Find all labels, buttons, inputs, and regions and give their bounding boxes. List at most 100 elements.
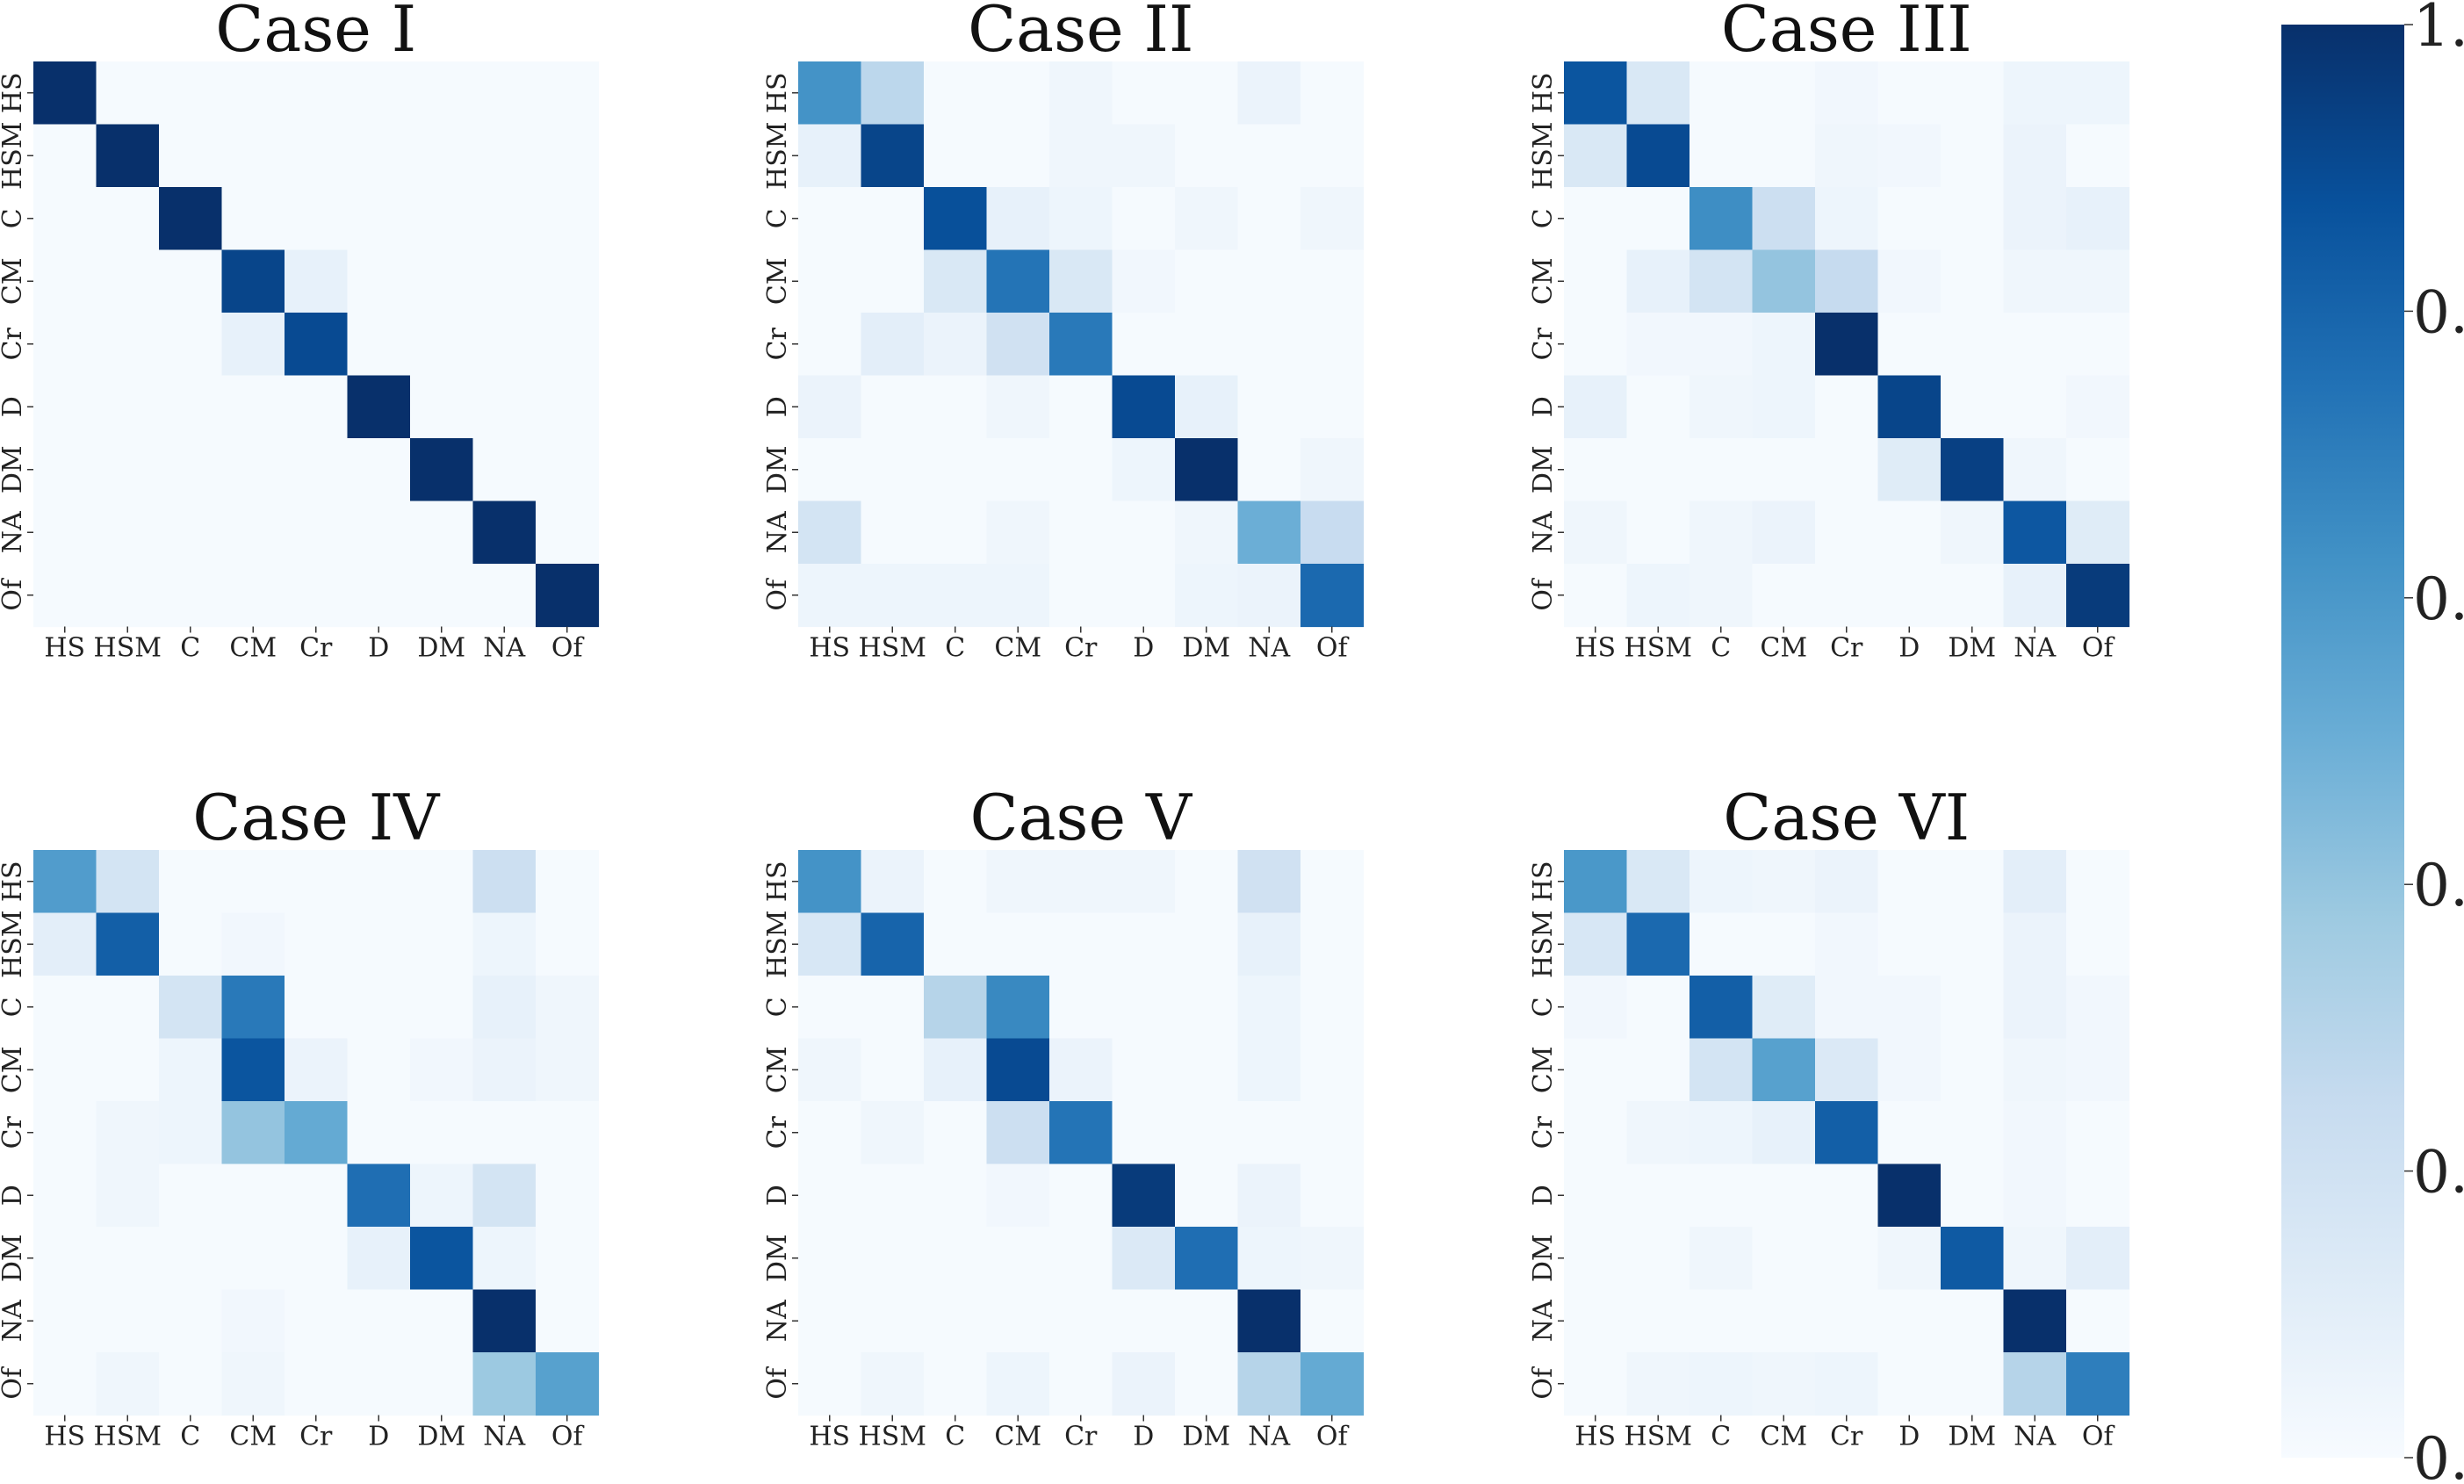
heatmap-cell (96, 501, 160, 565)
heatmap-cell (1689, 61, 1754, 126)
heatmap-cell (798, 912, 862, 976)
heatmap-cell (1175, 61, 1239, 126)
heatmap-cell (1564, 912, 1628, 976)
heatmap-cell (347, 187, 411, 251)
heatmap-cell (1237, 313, 1301, 377)
heatmap-cell (159, 61, 223, 126)
heatmap-cell (285, 1227, 349, 1291)
heatmap-cell (472, 124, 537, 188)
heatmap-cell (1689, 438, 1754, 502)
heatmap-cell (410, 1163, 474, 1228)
colorbar-tick-label: 0.4 (2413, 852, 2464, 919)
heatmap-cell (159, 564, 223, 628)
x-tick-label: CM (1760, 633, 1807, 664)
heatmap-cell (96, 564, 160, 628)
heatmap-cell (221, 375, 285, 439)
heatmap-cell (986, 1163, 1050, 1228)
y-tick-label: CM (0, 1046, 28, 1093)
x-tick-label: D (1898, 1422, 1920, 1452)
heatmap-cell (1877, 438, 1942, 502)
heatmap-cell (347, 564, 411, 628)
x-tick-label: Cr (299, 1422, 333, 1452)
heatmap-cell (1877, 1163, 1942, 1228)
heatmap-cell (472, 1101, 537, 1165)
y-tick-label: C (762, 208, 793, 228)
heatmap-cell (1564, 1289, 1628, 1353)
heatmap-cell (221, 976, 285, 1040)
heatmap-cell (1112, 1163, 1176, 1228)
heatmap-cell (1689, 850, 1754, 914)
heatmap-cell (924, 976, 988, 1040)
heatmap-cell (2066, 1163, 2130, 1228)
heatmap-panel: Case III HS HS HSM HSM C C CM CM Cr Cr D D DM DM NA NA Of… (1528, 0, 2130, 664)
heatmap-cell (410, 976, 474, 1040)
heatmap-cell (472, 976, 537, 1040)
heatmap-cell (159, 850, 223, 914)
heatmap-cell (221, 850, 285, 914)
colorbar-tick-label: 1.0 (2413, 0, 2464, 60)
heatmap-cell (2066, 1038, 2130, 1102)
heatmap-cell (1815, 501, 1879, 565)
x-tick-label: Of (551, 633, 585, 664)
heatmap-panel: Case II HS HS HSM HSM C C CM CM Cr Cr D D DM DM NA NA Of O… (762, 0, 1365, 664)
heatmap-cell (924, 375, 988, 439)
y-tick-label: Cr (1528, 1115, 1559, 1149)
heatmap-cell (1175, 564, 1239, 628)
heatmap-cell (1237, 1163, 1301, 1228)
heatmap-cell (536, 249, 600, 313)
heatmap-cell (986, 850, 1050, 914)
heatmap-cell (1300, 375, 1365, 439)
heatmap-cell (861, 124, 925, 188)
x-tick-label: HSM (1625, 1422, 1692, 1452)
heatmap-cell (347, 249, 411, 313)
heatmap-cell (285, 1289, 349, 1353)
heatmap-cell (33, 501, 97, 565)
heatmap-cell (96, 249, 160, 313)
heatmap-cell (2066, 249, 2130, 313)
x-tick-label: Of (2082, 1422, 2115, 1452)
heatmap-cell (1877, 187, 1942, 251)
heatmap-cell (221, 124, 285, 188)
heatmap-cell (1564, 501, 1628, 565)
y-tick-label: C (1528, 208, 1559, 228)
heatmap-cell (1237, 1038, 1301, 1102)
heatmap-cell (536, 1227, 600, 1291)
x-tick-label: C (945, 633, 965, 664)
heatmap-cell (1300, 912, 1365, 976)
heatmap-cell (96, 912, 160, 976)
heatmap-cell (1564, 1227, 1628, 1291)
heatmap-cell (347, 501, 411, 565)
heatmap-cell (1941, 912, 2005, 976)
heatmap-cell (861, 1101, 925, 1165)
heatmap-cell (1112, 124, 1176, 188)
heatmap-cell (924, 124, 988, 188)
heatmap-cell (285, 124, 349, 188)
x-tick-label: Cr (299, 633, 333, 664)
heatmap-cell (1626, 912, 1690, 976)
heatmap-cell (410, 850, 474, 914)
heatmap-cell (1112, 1352, 1176, 1416)
heatmap-cell (2066, 61, 2130, 126)
heatmap-cell (285, 850, 349, 914)
heatmap-cell (96, 1289, 160, 1353)
heatmap-cell (798, 1352, 862, 1416)
heatmap-cell (1626, 313, 1690, 377)
y-tick-label: Cr (762, 327, 793, 360)
heatmap-cell (536, 1038, 600, 1102)
y-tick-label: D (0, 396, 28, 417)
heatmap-cell (1175, 438, 1239, 502)
heatmap-cell (410, 1352, 474, 1416)
heatmap-cell (1941, 501, 2005, 565)
heatmap-cell (1877, 501, 1942, 565)
heatmap-cell (347, 912, 411, 976)
heatmap-cell (1752, 249, 1816, 313)
heatmap-cell (1049, 1163, 1113, 1228)
heatmap-cell (347, 124, 411, 188)
heatmap-cell (1689, 1163, 1754, 1228)
heatmap-cell (798, 249, 862, 313)
heatmap-cell (798, 976, 862, 1040)
heatmap-cell (861, 249, 925, 313)
heatmap-cell (861, 1289, 925, 1353)
heatmap-cell (861, 187, 925, 251)
heatmap-cell (1626, 1163, 1690, 1228)
